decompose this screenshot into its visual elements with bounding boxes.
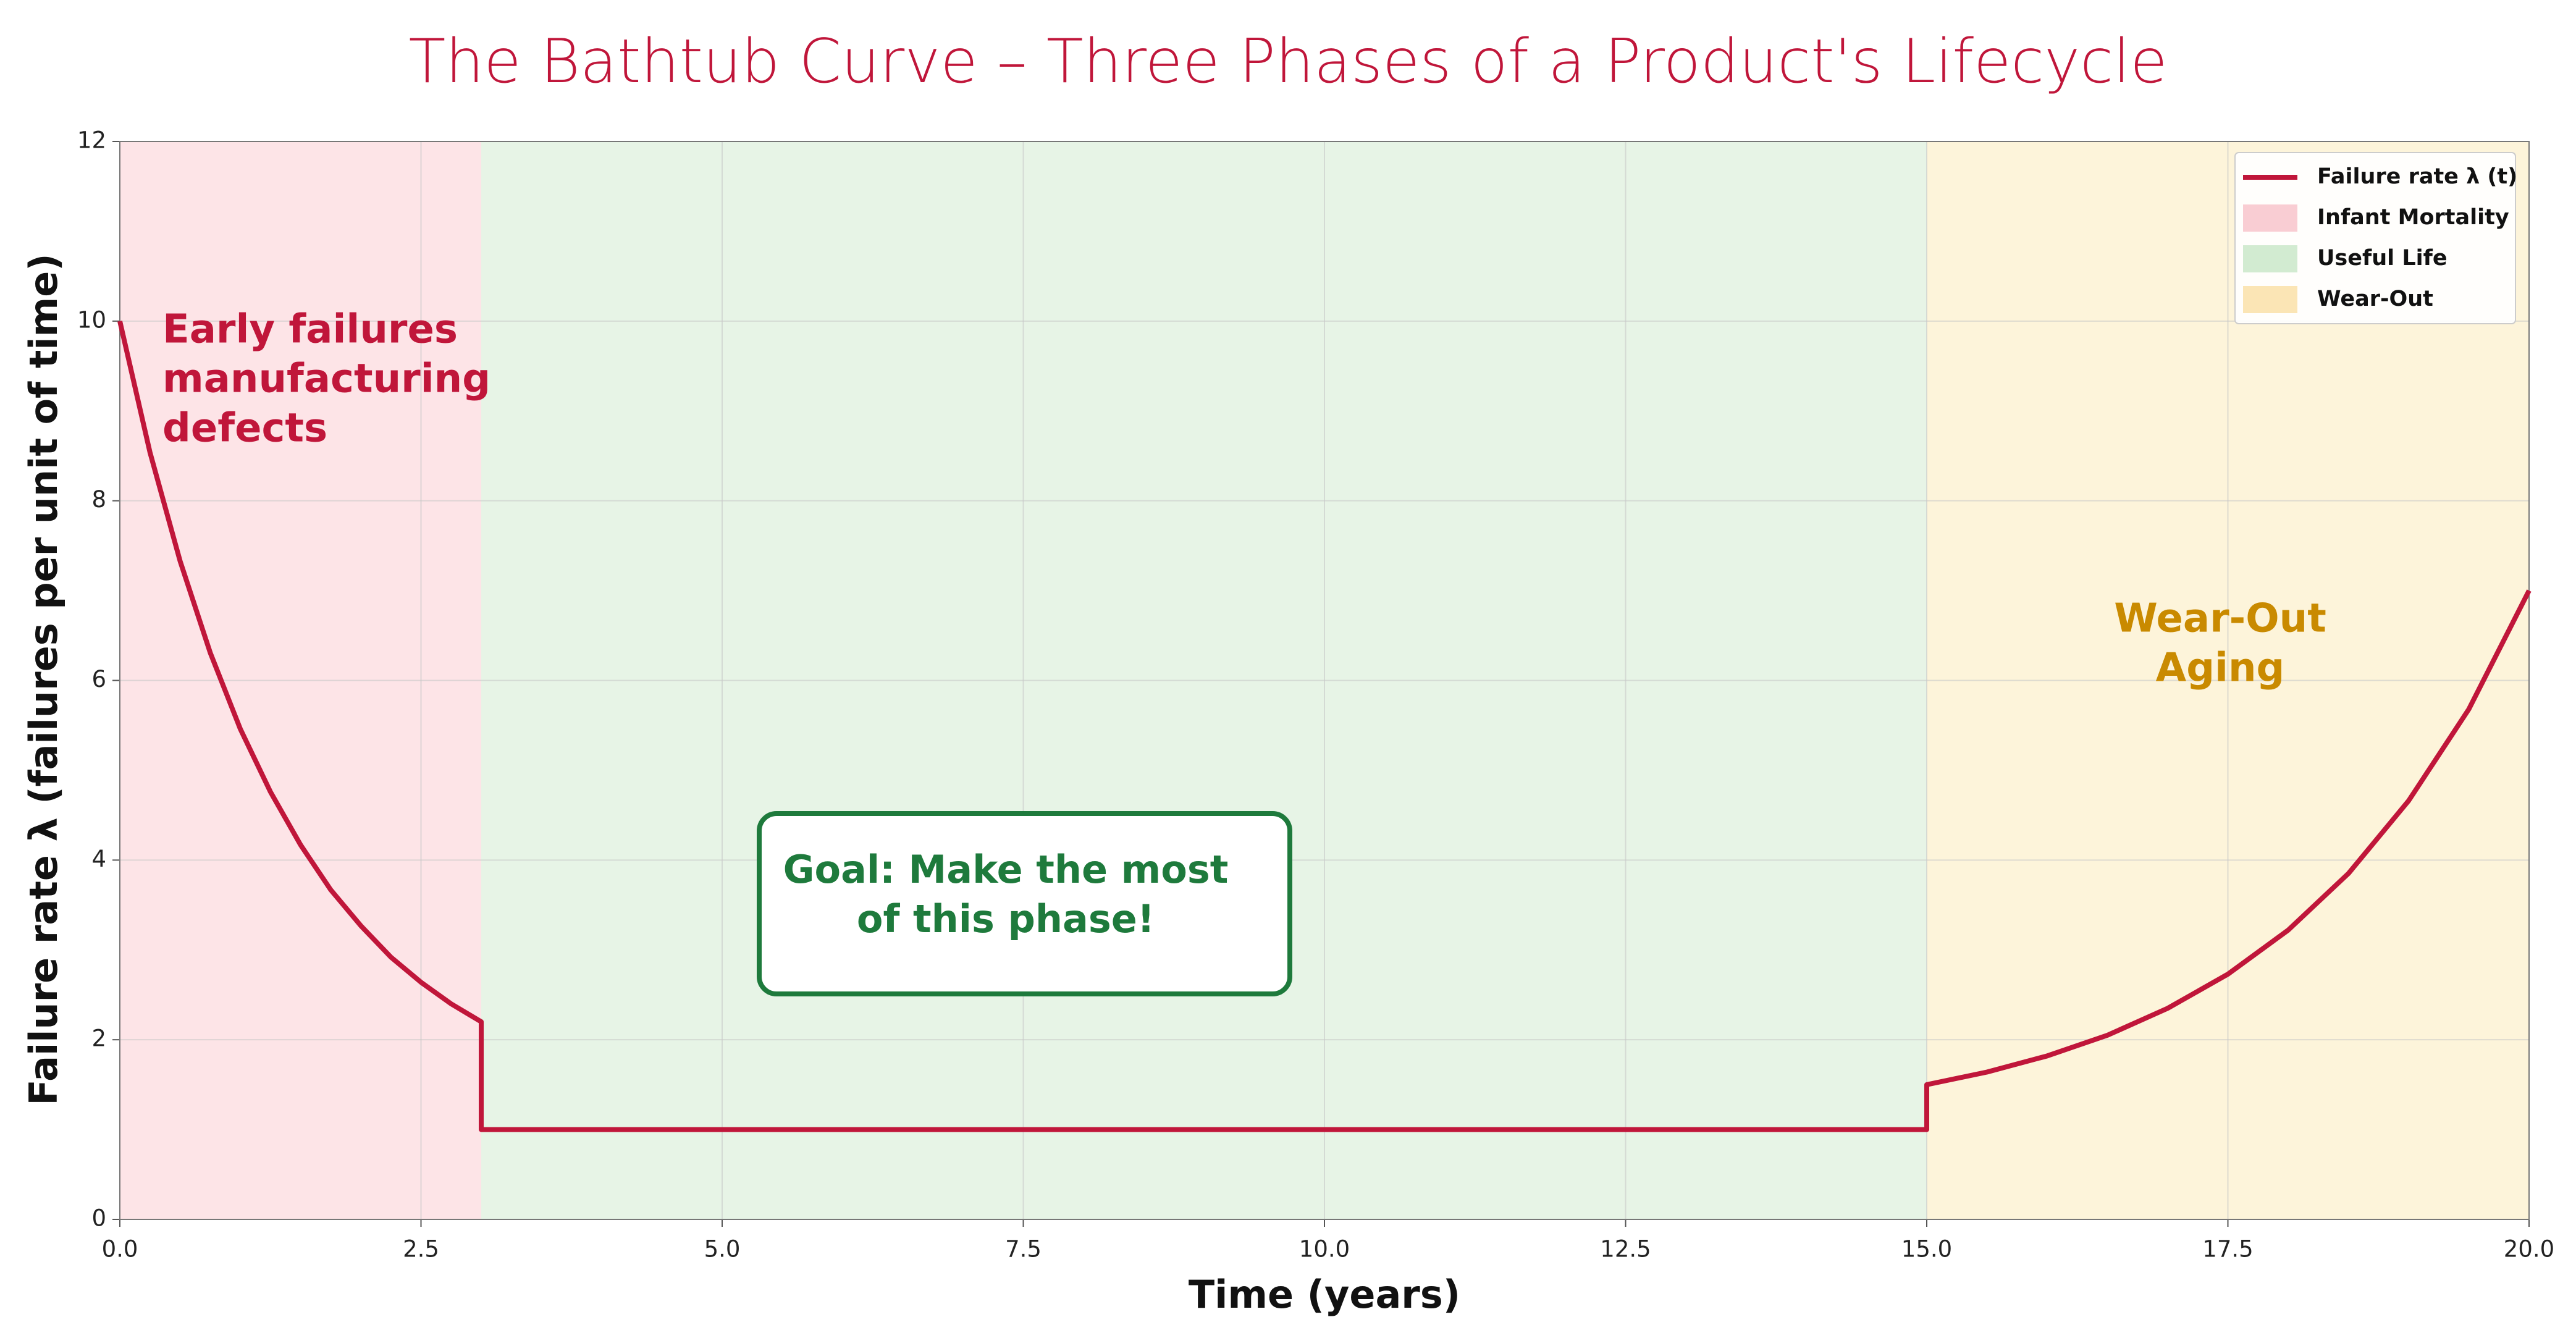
x-tick-label: 5.0 xyxy=(704,1236,741,1263)
x-axis-label: Time (years) xyxy=(1189,1272,1460,1317)
y-tick-label: 0 xyxy=(91,1205,106,1232)
y-tick-label: 8 xyxy=(91,486,106,513)
line xyxy=(117,320,2532,1132)
annotation: Aging xyxy=(2156,646,2285,691)
x-tick-label: 20.0 xyxy=(2504,1236,2554,1263)
legend-swatch xyxy=(2243,245,2297,272)
x-tick-label: 15.0 xyxy=(1901,1236,1952,1263)
goal-box xyxy=(757,811,1292,996)
x-tick-label: 2.5 xyxy=(403,1236,439,1263)
annotation: defects xyxy=(162,406,327,452)
plot-frame xyxy=(119,141,2530,1220)
annotation: Early failures xyxy=(162,307,458,353)
x-tick-label: 7.5 xyxy=(1005,1236,1042,1263)
y-tick-label: 2 xyxy=(91,1025,106,1052)
annotation: manufacturing xyxy=(162,356,490,402)
legend-label: Wear-Out xyxy=(2317,287,2433,311)
annotation: of this phase! xyxy=(857,896,1155,941)
y-tick-label: 10 xyxy=(77,306,106,333)
x-tick-label: 0.0 xyxy=(102,1236,138,1263)
y-axis-label: Failure rate λ (failures per unit of tim… xyxy=(21,253,66,1105)
annotation: Wear-Out xyxy=(2114,596,2326,642)
x-tick-label: 17.5 xyxy=(2202,1236,2253,1263)
legend-swatch xyxy=(2243,286,2297,313)
legend-label: Failure rate λ (t) xyxy=(2317,164,2517,189)
legend-box xyxy=(2234,152,2516,324)
chart-title: The Bathtub Curve – Three Phases of a Pr… xyxy=(408,27,2167,97)
legend-label: Infant Mortality xyxy=(2317,205,2509,230)
legend-label: Useful Life xyxy=(2317,246,2448,271)
annotation: Goal: Make the most xyxy=(783,847,1229,892)
x-tick-label: 12.5 xyxy=(1600,1236,1651,1263)
legend-swatch xyxy=(2243,204,2297,232)
y-tick-label: 6 xyxy=(91,666,106,692)
x-tick-label: 10.0 xyxy=(1299,1236,1350,1263)
y-tick-label: 12 xyxy=(77,127,106,154)
y-tick-label: 4 xyxy=(91,846,106,872)
